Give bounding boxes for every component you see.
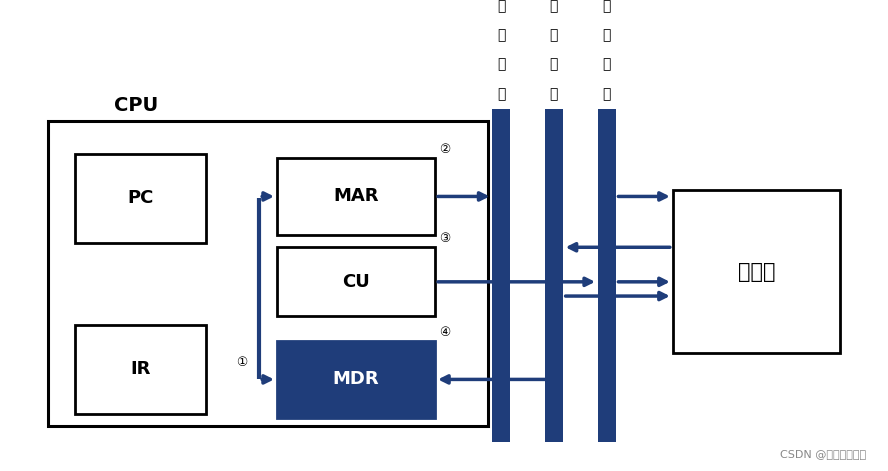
- Text: 存储器: 存储器: [738, 262, 775, 282]
- Bar: [598, 109, 615, 442]
- Text: 线: 线: [497, 87, 505, 101]
- Text: ④: ④: [440, 326, 451, 339]
- Text: 制: 制: [603, 28, 611, 42]
- Bar: [545, 109, 563, 442]
- Text: 总: 总: [497, 57, 505, 72]
- Bar: [277, 247, 435, 317]
- Bar: [277, 158, 435, 235]
- Bar: [492, 109, 510, 442]
- Text: CPU: CPU: [114, 96, 158, 115]
- Text: 总: 总: [603, 57, 611, 72]
- Text: CSDN @拥抱白菜的猪: CSDN @拥抱白菜的猪: [781, 449, 866, 459]
- Text: ①: ①: [236, 356, 247, 369]
- Bar: [48, 121, 488, 426]
- Text: ③: ③: [440, 232, 451, 245]
- Text: 线: 线: [550, 87, 559, 101]
- Text: 数: 数: [550, 0, 559, 13]
- Text: 地: 地: [497, 0, 505, 13]
- Text: MDR: MDR: [333, 370, 379, 389]
- Text: MAR: MAR: [333, 187, 379, 205]
- Bar: [277, 341, 435, 418]
- Bar: [75, 325, 207, 414]
- Text: 据: 据: [550, 28, 559, 42]
- Bar: [75, 154, 207, 243]
- Text: IR: IR: [131, 360, 151, 378]
- Text: ②: ②: [440, 143, 451, 156]
- Bar: [673, 190, 840, 353]
- Text: 址: 址: [497, 28, 505, 42]
- Text: 线: 线: [603, 87, 611, 101]
- Text: PC: PC: [127, 189, 154, 208]
- Text: 总: 总: [550, 57, 559, 72]
- Text: CU: CU: [342, 273, 370, 291]
- Text: 控: 控: [603, 0, 611, 13]
